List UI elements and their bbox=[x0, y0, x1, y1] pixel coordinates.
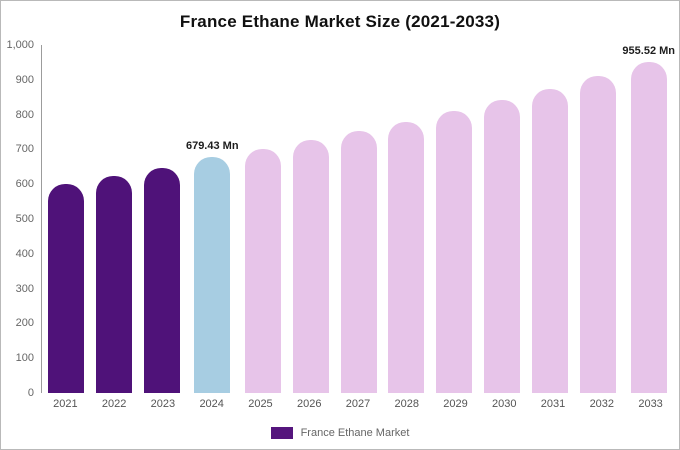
y-tick-label: 0 bbox=[27, 387, 34, 399]
y-tick-label: 1,000 bbox=[6, 39, 34, 51]
y-tick-label: 700 bbox=[15, 143, 34, 156]
y-tick-label: 900 bbox=[15, 73, 34, 86]
bar-2021[interactable] bbox=[47, 184, 84, 393]
bar-slot bbox=[383, 45, 431, 393]
bar-2026[interactable] bbox=[292, 140, 329, 393]
plot-area: 679.43 Mn 955.52 Mn bbox=[41, 45, 675, 393]
x-tick-label: 2031 bbox=[540, 398, 566, 410]
legend-swatch bbox=[270, 427, 293, 439]
y-tick-label: 400 bbox=[15, 247, 34, 260]
bar-value-label: 679.43 Mn bbox=[185, 139, 239, 152]
x-tick-label: 2028 bbox=[394, 398, 419, 410]
x-tick-label: 2029 bbox=[443, 398, 468, 410]
x-tick-label: 2023 bbox=[150, 398, 176, 410]
bar-2028[interactable] bbox=[388, 121, 425, 393]
bar-2024[interactable] bbox=[194, 156, 231, 393]
bar-2023[interactable] bbox=[143, 167, 180, 393]
y-tick-label: 200 bbox=[15, 317, 34, 330]
bar-slot bbox=[335, 45, 383, 393]
bar-2022[interactable] bbox=[95, 175, 132, 393]
bar-2029[interactable] bbox=[436, 111, 473, 393]
bar-2027[interactable] bbox=[340, 131, 377, 393]
bar-slot bbox=[574, 45, 622, 393]
bar-2033[interactable] bbox=[630, 62, 667, 393]
y-tick-label: 300 bbox=[15, 282, 34, 295]
bar-2031[interactable] bbox=[532, 88, 569, 393]
bar-slot bbox=[478, 45, 526, 393]
bar-slot: 679.43 Mn bbox=[186, 45, 239, 393]
bar-slot bbox=[42, 45, 90, 393]
y-tick-label: 500 bbox=[15, 213, 34, 225]
y-axis: 0 100 200 300 400 500 600 700 800 900 1,000 bbox=[1, 39, 39, 399]
x-tick-label: 2024 bbox=[199, 398, 224, 410]
bar-value-label: 955.52 Mn bbox=[622, 45, 676, 57]
bar-slot bbox=[430, 45, 478, 393]
bar-2025[interactable] bbox=[244, 149, 281, 393]
bar-slot bbox=[526, 45, 574, 393]
bar-2032[interactable] bbox=[580, 75, 617, 393]
y-tick-label: 100 bbox=[15, 352, 34, 365]
x-tick-label: 2026 bbox=[296, 398, 322, 410]
bar-2030[interactable] bbox=[484, 100, 521, 393]
legend: France Ethane Market bbox=[1, 427, 679, 439]
x-tick-label: 2021 bbox=[53, 398, 78, 410]
bar-slot bbox=[287, 45, 335, 393]
x-tick-label: 2027 bbox=[345, 398, 371, 410]
chart-title: France Ethane Market Size (2021-2033) bbox=[179, 12, 501, 31]
bar-slot bbox=[90, 45, 138, 393]
bar-slot bbox=[239, 45, 287, 393]
y-tick-label: 600 bbox=[15, 178, 34, 191]
x-tick-label: 2032 bbox=[589, 398, 615, 410]
x-tick-label: 2025 bbox=[248, 398, 273, 410]
x-tick-label: 2022 bbox=[101, 398, 127, 410]
legend-label: France Ethane Market bbox=[300, 427, 410, 439]
bar-slot bbox=[138, 45, 186, 393]
x-axis: 2021 2022 2023 2024 2025 2026 2027 2028 2029 2030… bbox=[41, 398, 675, 410]
y-tick-label: 800 bbox=[15, 108, 34, 121]
bar-slot: 955.52 Mn bbox=[622, 45, 675, 393]
x-tick-label: 2030 bbox=[492, 398, 517, 410]
x-tick-label: 2033 bbox=[638, 398, 663, 410]
